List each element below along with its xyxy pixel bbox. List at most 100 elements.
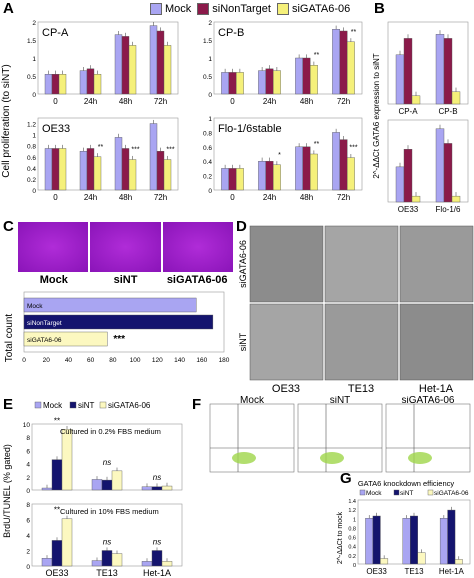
a3-frame	[213, 117, 363, 191]
e-bottom-bar-sigata	[61, 518, 73, 567]
legend-sint: siNonTarget	[197, 3, 271, 16]
a3-ytick: 0	[208, 188, 212, 195]
a2-bar-mock	[114, 137, 123, 191]
b-top-frame	[387, 21, 469, 105]
panel-c-xtick: 180	[219, 357, 230, 364]
panel-c-xtick: 60	[87, 357, 95, 364]
panel-g-ylabel: 2^-ΔΔCt to mock	[337, 511, 344, 564]
a1-ytick: 2	[208, 20, 212, 27]
a1-xtick: 24h	[263, 97, 276, 106]
g-xtick: Het-1A	[439, 567, 465, 576]
a1-bar-sint	[302, 57, 311, 95]
panel-c-significance: ***	[113, 334, 125, 345]
a3-bar-sigata	[235, 168, 244, 191]
micrograph-cell	[324, 225, 399, 303]
panel-c-xtick: 0	[22, 357, 26, 364]
legend-mock: Mock	[150, 3, 191, 16]
a2-bar-mock	[149, 123, 158, 191]
a0-bar-sigata	[163, 45, 172, 95]
e-top-bar-sigata	[111, 470, 123, 491]
a0-bar-sigata	[58, 74, 67, 95]
g-xtick: OE33	[366, 567, 387, 576]
panel-b-chart: 2^-ΔΔCt GATA6 expression to siNT CP-A CP-B…	[372, 21, 469, 214]
a2-bar-sigata	[93, 156, 102, 191]
e-bottom-xtick: OE33	[45, 568, 68, 578]
panel-a-subplot-label: CP-A	[42, 27, 69, 39]
e-bottom-xtick: TE13	[96, 568, 118, 578]
panel-e-annotation: **	[54, 416, 60, 425]
a2-ytick: 0.2	[27, 177, 36, 184]
a3-bar-sint	[339, 139, 348, 191]
panel-f-label: siNT	[330, 396, 351, 406]
e-top-bar-sigata	[161, 485, 173, 491]
panel-f-label: siGATA6-06	[402, 396, 455, 406]
panel-letter-g: G	[340, 470, 352, 487]
panel-a-significance: ***	[166, 147, 174, 154]
panel-c-xtick: 160	[196, 357, 207, 364]
a2-ytick: 0	[32, 188, 36, 195]
micrograph-cell	[249, 303, 324, 381]
micrograph-sigata	[162, 222, 233, 272]
e-bottom-bar-sint	[151, 550, 163, 567]
panel-d-col-label: TE13	[348, 383, 374, 395]
micrograph-cell	[399, 225, 474, 303]
e-bottom-ytick: 2	[26, 549, 30, 556]
g-xtick: TE13	[404, 567, 424, 576]
a2-ytick: 0.6	[27, 155, 36, 162]
panel-a-significance: ***	[131, 147, 139, 154]
panel-c-bar	[23, 314, 214, 330]
a3-ytick: 1	[208, 116, 212, 123]
a0-xtick: 48h	[119, 97, 132, 106]
panel-b-ylabel: 2^-ΔΔCt GATA6 expression to siNT	[372, 53, 381, 178]
a3-ytick: 0.8	[203, 130, 212, 137]
panel-e-ylabel: BrdU/TUNEL (% gated)	[2, 444, 12, 538]
a3-bar-sigata	[273, 164, 281, 191]
e-bottom-ytick: 8	[26, 502, 30, 509]
a2-bar-sint	[51, 148, 60, 191]
a1-bar-mock	[295, 57, 303, 95]
a0-ytick: 2	[32, 20, 36, 27]
panel-g-title: GATA6 knockdown efficiency	[358, 480, 455, 488]
a2-bar-mock	[79, 151, 88, 191]
c-label-sint: siNT	[113, 274, 138, 286]
panel-a-ylabel: Cell proliferation (to siNT)	[1, 64, 12, 177]
panel-e-legend-swatch	[34, 401, 42, 409]
a0-bar-sint	[156, 30, 165, 95]
panel-e-legend-swatch	[99, 401, 107, 409]
a0-bar-sint	[86, 68, 95, 95]
panel-e-note: Cultured in 0.2% FBS medium	[60, 427, 161, 436]
g-ytick: 1.2	[348, 508, 356, 514]
legend-sigata: siGATA6-06	[276, 3, 350, 16]
a2-xtick: 48h	[119, 193, 132, 202]
b-bot-bar-sint	[443, 143, 453, 203]
a0-bar-mock	[149, 25, 158, 95]
b-top-bar-sigata	[451, 91, 461, 105]
a1-bar-sigata	[347, 41, 355, 95]
a2-bar-sint	[156, 151, 165, 191]
e-top-bar-sint	[101, 479, 113, 491]
g-bar-sint	[410, 515, 418, 565]
a3-bar-sint	[302, 146, 311, 191]
e-bottom-bar-mock	[141, 561, 153, 567]
e-top-ytick: 6	[26, 448, 30, 455]
a1-xtick: 48h	[300, 97, 313, 106]
a0-bar-sint	[51, 74, 60, 95]
b-bot-xtick: OE33	[398, 205, 419, 214]
panel-c-bar	[23, 331, 108, 347]
a2-bar-sigata	[58, 148, 67, 191]
a2-xtick: 72h	[154, 193, 167, 202]
e-bottom-bar-mock	[41, 558, 53, 567]
panel-g-legend-label: siGATA6-06	[434, 490, 469, 497]
b-bot-xtick: Flo-1/6	[436, 205, 461, 214]
micrograph-mock	[18, 222, 89, 272]
panel-letter-c: C	[3, 218, 14, 235]
panel-g-chart: GATA6 knockdown efficiency Mock siNT siGATA…	[337, 480, 471, 576]
a1-frame	[213, 21, 363, 95]
panel-f-flow: Mock siNT siGATA6-06	[209, 396, 471, 473]
a3-xtick: 0	[230, 193, 235, 202]
g-ytick: 0.4	[348, 545, 356, 551]
panel-a-significance: ***	[349, 145, 357, 152]
b-bot-frame	[387, 119, 469, 203]
micrograph-cell	[399, 303, 474, 381]
panel-g-legend-swatch	[393, 489, 400, 496]
